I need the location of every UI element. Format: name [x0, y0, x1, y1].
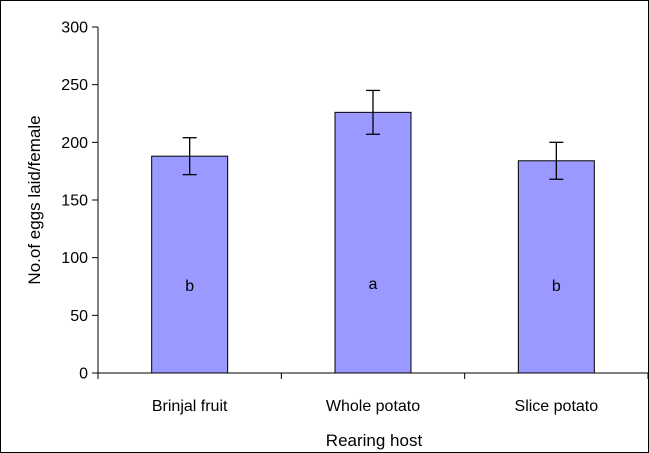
x-tick-label: Slice potato	[515, 398, 599, 415]
y-tick-label: 50	[70, 308, 88, 325]
y-tick-label: 250	[61, 77, 88, 94]
significance-label: b	[552, 278, 561, 295]
significance-label: b	[185, 278, 194, 295]
x-tick-label: Brinjal fruit	[152, 398, 228, 415]
y-tick-label: 100	[61, 250, 88, 267]
y-tick-label: 0	[79, 366, 88, 383]
y-axis: 0 50 100 150 200 250 300	[61, 20, 99, 383]
y-tick-label: 200	[61, 135, 88, 152]
y-tick-label: 300	[61, 20, 88, 37]
bar	[517, 160, 595, 374]
x-tick-label: Whole potato	[326, 398, 420, 415]
y-tick-label: 150	[61, 193, 88, 210]
bar	[334, 111, 412, 374]
y-axis-title: No.of eggs laid/female	[25, 115, 44, 284]
bar	[151, 155, 229, 374]
x-axis: Brinjal fruit Whole potato Slice potato	[97, 372, 649, 415]
significance-label: a	[369, 276, 378, 293]
x-axis-title: Rearing host	[326, 431, 423, 450]
